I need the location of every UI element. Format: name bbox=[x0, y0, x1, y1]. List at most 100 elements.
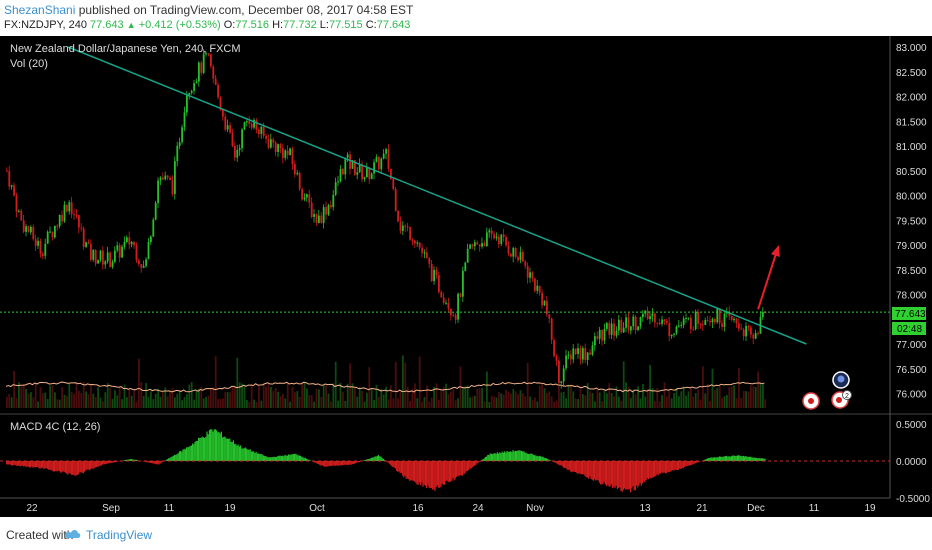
volume-bar bbox=[44, 392, 47, 408]
volume-bar bbox=[478, 388, 481, 408]
macd-bar bbox=[484, 456, 486, 461]
volume-bar bbox=[414, 383, 416, 408]
macd-tick-label: 0.5000 bbox=[896, 420, 927, 431]
macd-bar bbox=[271, 457, 273, 461]
macd-bar bbox=[145, 461, 147, 463]
time-scale[interactable]: 22 Sep 11 19 Oct 16 24 Nov 13 21 Dec 11 19 bbox=[0, 497, 890, 514]
candle-body bbox=[524, 261, 527, 267]
volume-bar bbox=[106, 383, 109, 408]
trendline[interactable] bbox=[67, 46, 807, 345]
macd-bar bbox=[499, 452, 501, 461]
volume-bar bbox=[606, 393, 608, 408]
volume-bar bbox=[630, 398, 632, 408]
macd-bar bbox=[656, 461, 658, 475]
price-scale[interactable]: 83.000 82.500 82.000 81.500 81.000 80.500 80.0… bbox=[889, 36, 930, 505]
macd-bar bbox=[710, 457, 712, 461]
macd-bar bbox=[586, 461, 588, 478]
volume-bar bbox=[51, 385, 54, 408]
candle-body bbox=[752, 334, 755, 339]
macd-bar bbox=[285, 455, 287, 461]
volume-bar bbox=[159, 396, 162, 408]
candle-body bbox=[375, 157, 378, 163]
volume-bar bbox=[303, 382, 306, 408]
macd-bar bbox=[37, 461, 39, 468]
macd-bar bbox=[632, 461, 634, 487]
macd-bar bbox=[482, 459, 484, 461]
macd-bar bbox=[19, 461, 21, 467]
volume-bar bbox=[462, 388, 464, 408]
macd-bar bbox=[691, 461, 693, 465]
candle-body bbox=[750, 327, 752, 335]
volume-bar bbox=[308, 395, 311, 408]
macd-bar bbox=[322, 461, 324, 466]
macd-bar bbox=[526, 453, 528, 461]
macd-bar bbox=[463, 461, 465, 474]
author-link[interactable]: ShezanShani bbox=[4, 3, 76, 17]
macd-bar bbox=[326, 461, 328, 467]
macd-bar bbox=[202, 437, 204, 461]
macd-bar bbox=[495, 453, 497, 461]
volume-bar bbox=[464, 386, 467, 408]
volume-bar bbox=[354, 386, 356, 408]
macd-bar bbox=[421, 461, 423, 483]
volume-bar bbox=[394, 361, 397, 408]
macd-bar bbox=[588, 461, 590, 479]
price-tick-label: 83.000 bbox=[896, 43, 927, 54]
macd-bar bbox=[628, 461, 630, 490]
volume-bar bbox=[370, 388, 373, 408]
candle-body bbox=[476, 242, 479, 245]
candle-body bbox=[97, 259, 99, 264]
macd-bar bbox=[465, 461, 467, 472]
volume-bar bbox=[428, 401, 431, 408]
chart-area[interactable]: 83.000 82.500 82.000 81.500 81.000 80.500 80.0… bbox=[0, 36, 932, 517]
macd-bar bbox=[88, 461, 90, 471]
volume-bar bbox=[522, 393, 524, 408]
volume-bar bbox=[454, 400, 457, 408]
volume-bar bbox=[193, 399, 195, 408]
macd-bar bbox=[643, 461, 645, 482]
candle-body bbox=[186, 95, 188, 113]
macd-bar bbox=[160, 461, 162, 463]
macd-bar bbox=[714, 457, 716, 461]
candle-body bbox=[152, 219, 155, 237]
macd-bar bbox=[411, 461, 413, 481]
macd-bar bbox=[532, 454, 534, 461]
volume-bar bbox=[474, 395, 476, 408]
macd-bar bbox=[400, 461, 402, 473]
macd-bar bbox=[446, 461, 448, 481]
macd-bar bbox=[158, 461, 160, 465]
volume-bar bbox=[706, 383, 709, 408]
macd-bar bbox=[690, 461, 692, 466]
symbol-interval: FX:NZDJPY, 240 bbox=[4, 19, 87, 31]
macd-tick-label: 0.0000 bbox=[896, 457, 927, 468]
volume-bar bbox=[373, 399, 375, 408]
macd-bar bbox=[537, 456, 539, 461]
macd-bar bbox=[416, 461, 418, 485]
volume-bar bbox=[157, 388, 159, 408]
volume-bar bbox=[711, 368, 714, 408]
volume-bar bbox=[433, 387, 435, 408]
volume-bar bbox=[591, 392, 594, 408]
macd-bar bbox=[48, 461, 50, 470]
candle-body bbox=[483, 243, 486, 247]
macd-bar bbox=[394, 461, 396, 469]
tradingview-brand-link[interactable]: TradingView bbox=[86, 528, 153, 542]
event-markers[interactable]: 2 bbox=[802, 371, 852, 410]
candle-body bbox=[438, 275, 440, 293]
candle-body bbox=[104, 261, 107, 265]
macd-bar bbox=[445, 461, 447, 482]
candle-body bbox=[176, 145, 179, 162]
macd-bar bbox=[682, 461, 684, 469]
candle-body bbox=[666, 321, 668, 323]
macd-bar bbox=[244, 447, 246, 461]
volume-bar bbox=[406, 386, 409, 408]
candle-body bbox=[582, 348, 584, 360]
macd-bar bbox=[744, 456, 746, 461]
candle-body bbox=[37, 240, 39, 246]
candle-body bbox=[294, 164, 296, 175]
projection-arrow[interactable] bbox=[757, 245, 780, 310]
tradingview-logo-icon[interactable] bbox=[64, 527, 82, 541]
volume-bar bbox=[416, 398, 419, 408]
macd-bar bbox=[91, 461, 93, 469]
volume-bar bbox=[212, 386, 215, 408]
